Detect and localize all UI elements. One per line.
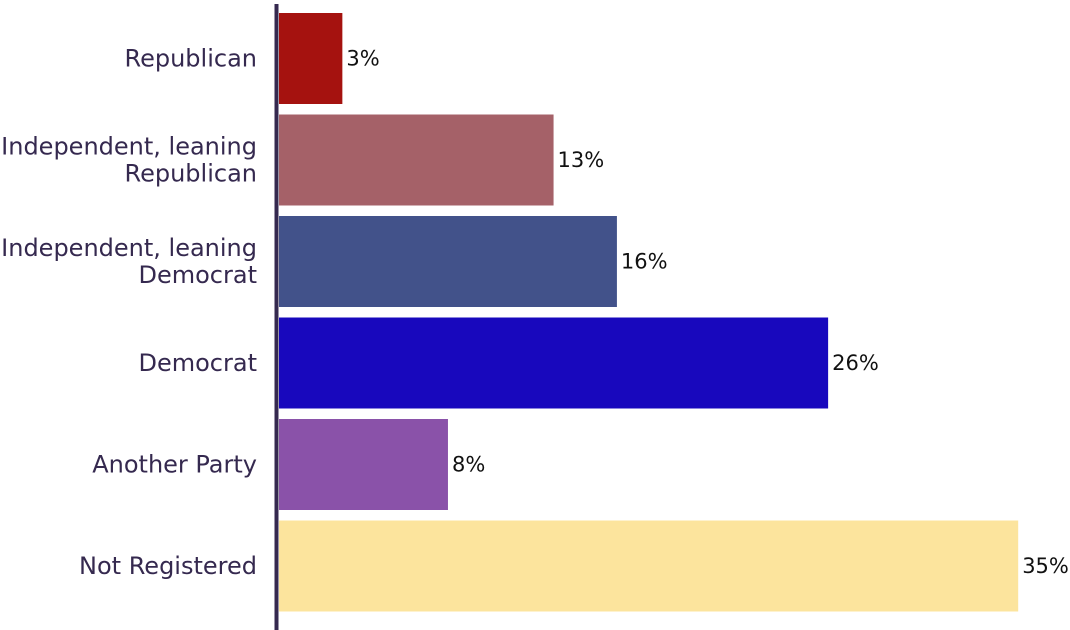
bar-republican	[279, 13, 342, 104]
category-label-line: Republican	[125, 45, 258, 73]
category-label-independent-leaning-republican: Independent, leaning Republican	[1, 133, 257, 188]
category-label-not-registered: Not Registered	[79, 552, 257, 580]
category-label-line: Democrat	[139, 261, 258, 289]
category-label-democrat: Democrat	[139, 349, 258, 377]
value-label-independent-leaning-republican: 13%	[558, 148, 605, 172]
bar-not-registered	[279, 521, 1018, 612]
category-label-line: Independent, leaning	[1, 234, 257, 262]
value-label-democrat: 26%	[832, 351, 879, 375]
bar-independent-leaning-democrat	[279, 216, 617, 307]
category-label-another-party: Another Party	[92, 451, 257, 479]
category-label-line: Democrat	[139, 349, 258, 377]
category-label-line: Another Party	[92, 451, 257, 479]
category-label-independent-leaning-democrat: Independent, leaning Democrat	[1, 234, 257, 289]
category-label-line: Not Registered	[79, 552, 257, 580]
value-label-not-registered: 35%	[1022, 554, 1069, 578]
bar-another-party	[279, 419, 448, 510]
value-label-republican: 3%	[346, 47, 379, 71]
value-label-another-party: 8%	[452, 453, 485, 477]
category-label-republican: Republican	[125, 45, 258, 73]
bar-democrat	[279, 318, 828, 409]
category-label-line: Independent, leaning	[1, 133, 257, 161]
bar-independent-leaning-republican	[279, 115, 554, 206]
bars-group	[279, 13, 1018, 612]
category-label-line: Republican	[125, 160, 258, 188]
value-label-independent-leaning-democrat: 16%	[621, 250, 668, 274]
